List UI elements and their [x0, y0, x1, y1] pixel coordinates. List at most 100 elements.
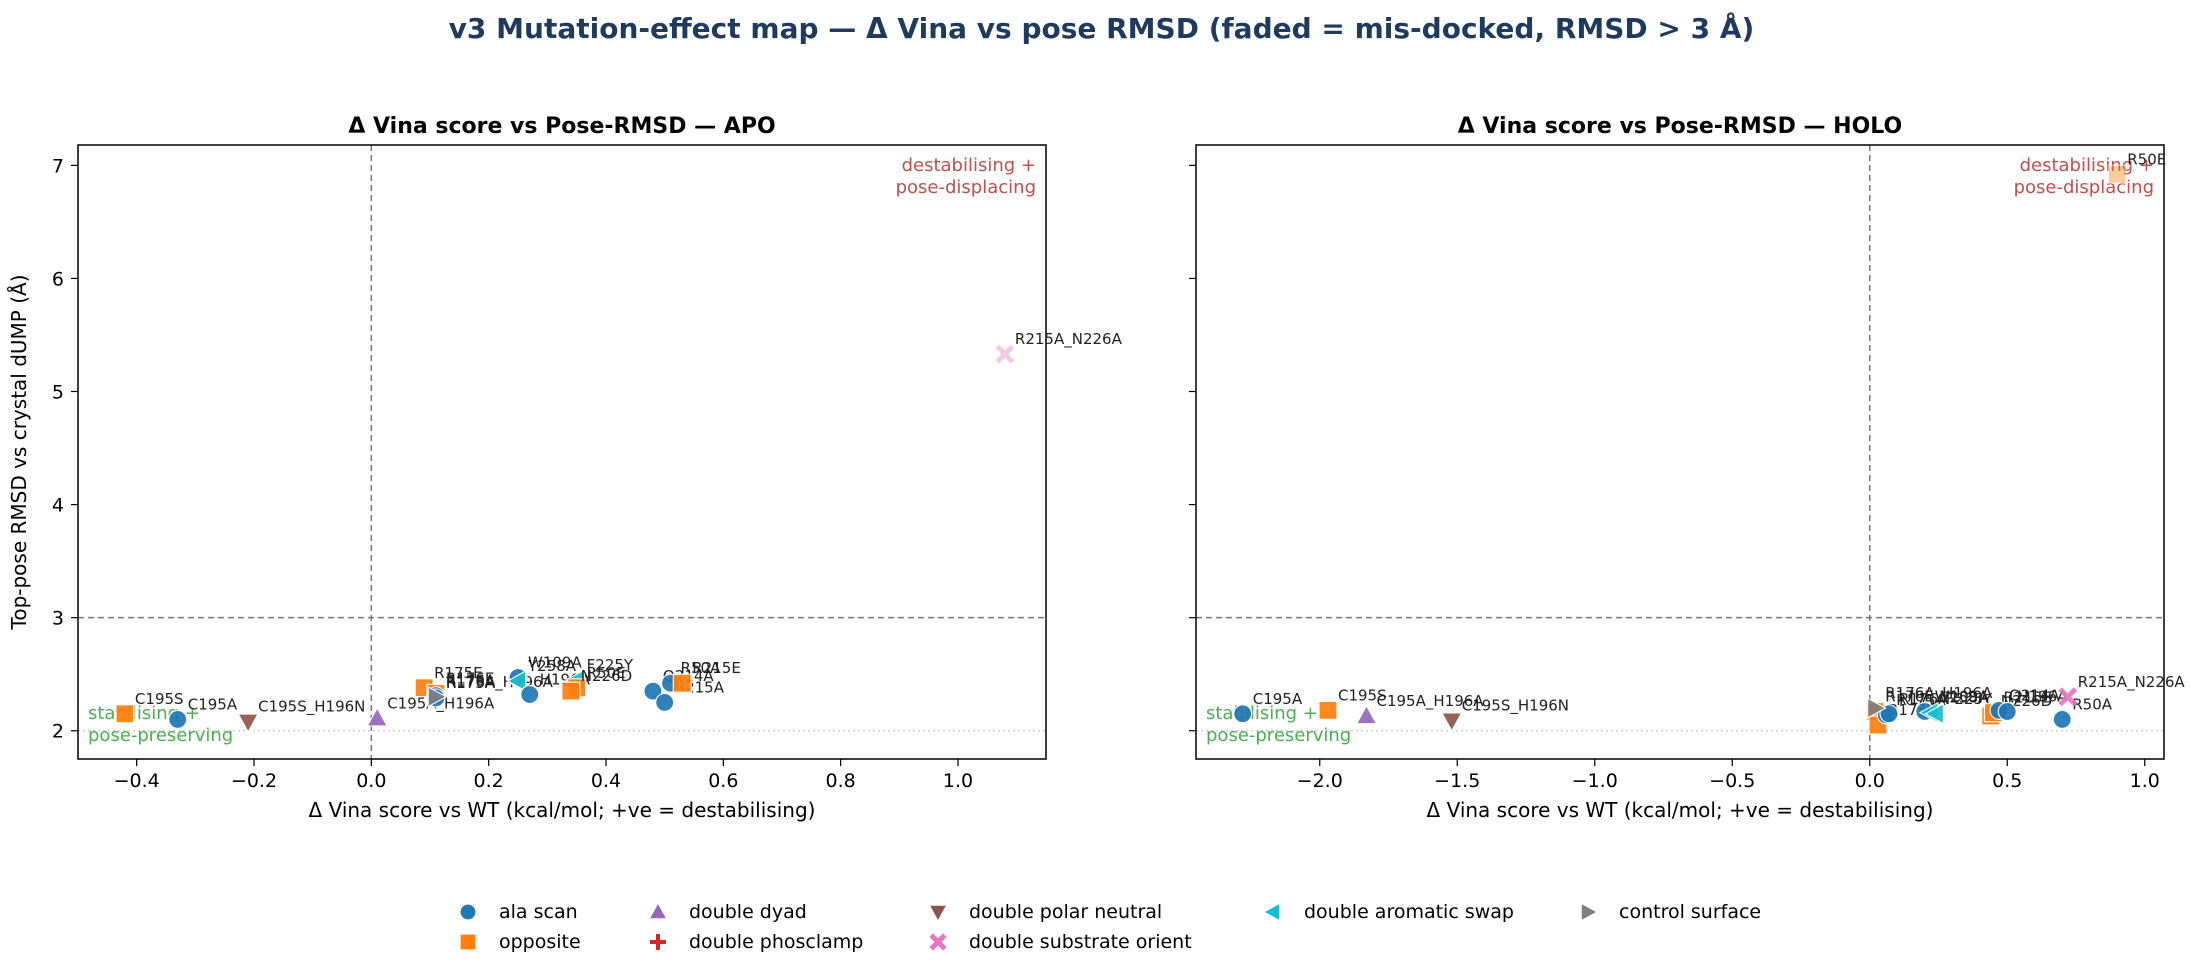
point-label: H196A — [2017, 688, 2068, 706]
point-label: R50A — [2072, 695, 2113, 713]
point-label: C195S_H196N — [258, 698, 365, 717]
point-label: R215A_N226A — [2078, 673, 2186, 692]
data-point — [506, 670, 527, 692]
point-label: Q214A — [2009, 686, 2060, 704]
x-tick-label: −2.0 — [1297, 770, 1343, 792]
legend-marker — [648, 901, 668, 920]
stabilising-annotation: stabilising + pose-preserving — [1206, 703, 1351, 746]
legend-marker — [459, 933, 477, 951]
legend-item: double substrate orient — [925, 928, 1192, 956]
legend-marker — [1262, 902, 1281, 922]
figure-title: v3 Mutation-effect map — Δ Vina vs pose … — [448, 12, 1755, 45]
y-tick-label: 6 — [52, 268, 64, 290]
point-label: R215A_N226A — [1015, 330, 1123, 349]
x-tick-label: −1.5 — [1434, 770, 1480, 792]
x-tick-label: 0.8 — [826, 770, 856, 792]
chart-legend: ala scan double dyad double polar neutral d… — [455, 898, 1855, 962]
point-label: W109A — [1935, 688, 1989, 706]
legend-label: double dyad — [689, 901, 807, 923]
point-label: Y258A — [1939, 689, 1989, 707]
data-point — [2058, 687, 2078, 707]
x-tick-label: −0.4 — [114, 770, 160, 792]
legend-item: double polar neutral — [925, 898, 1162, 926]
point-label: N226D — [581, 667, 632, 685]
legend-item: double aromatic swap — [1260, 898, 1514, 926]
data-point — [1233, 704, 1253, 724]
panel-title: Δ Vina score vs Pose-RMSD — APO — [348, 114, 775, 139]
legend-label: double aromatic swap — [1304, 901, 1514, 923]
point-label: F225Y — [587, 656, 634, 674]
legend-marker — [650, 934, 666, 950]
legend-item: double phosclamp — [645, 928, 863, 956]
point-label: F225Y — [1946, 690, 1993, 708]
data-point — [655, 692, 675, 713]
panel-title: Δ Vina score vs Pose-RMSD — HOLO — [1458, 114, 1903, 139]
legend-marker — [459, 903, 477, 921]
point-label: Y258A — [527, 657, 577, 675]
point-label: C195A_H196A — [1377, 692, 1485, 711]
y-tick-label: 5 — [52, 382, 64, 404]
x-axis-label: Δ Vina score vs WT (kcal/mol; +ve = dest… — [1427, 798, 1934, 822]
point-label: R50E — [587, 664, 626, 682]
legend-item: ala scan — [455, 898, 578, 926]
point-label: R50E — [2127, 150, 2166, 168]
data-point — [561, 681, 581, 701]
chart-panel-apo: Δ Vina score vs Pose-RMSD — APO −0.4 −0.2 0… — [7, 114, 1123, 822]
legend-marker-shape — [1262, 902, 1281, 922]
data-point — [2052, 709, 2072, 730]
x-axis-label: Δ Vina score vs WT (kcal/mol; +ve = dest… — [309, 798, 816, 822]
x-tick-label: −1.0 — [1572, 770, 1618, 792]
legend-item: opposite — [455, 928, 581, 956]
data-point — [672, 673, 692, 693]
x-tick-label: 0.5 — [1992, 770, 2022, 792]
point-label: R215E — [2004, 689, 2053, 707]
point-label: R176E — [446, 669, 495, 687]
point-label: R215E — [692, 659, 741, 677]
legend-label: double substrate orient — [969, 931, 1192, 953]
y-tick-label: 2 — [52, 721, 64, 743]
point-label: R176A_H196A — [1885, 684, 1993, 703]
x-tick-label: −0.2 — [231, 770, 277, 792]
data-point — [1318, 700, 1338, 720]
legend-label: ala scan — [499, 901, 578, 923]
data-point — [237, 713, 260, 734]
data-point — [520, 684, 540, 705]
y-tick-label: 4 — [52, 495, 64, 517]
legend-marker — [929, 933, 947, 951]
data-point — [366, 706, 389, 727]
x-tick-label: 0.0 — [356, 770, 386, 792]
data-point — [1866, 697, 1887, 720]
point-label: R175A — [446, 674, 496, 692]
data-point — [995, 344, 1015, 364]
legend-item: double dyad — [645, 898, 807, 926]
data-point — [643, 681, 663, 701]
point-label: C195S — [135, 690, 184, 708]
legend-label: double phosclamp — [689, 931, 864, 953]
legend-marker-shape — [459, 903, 477, 921]
legend-marker-shape — [1580, 902, 1599, 922]
y-axis-label: Top-pose RMSD vs crystal dUMP (Å) — [7, 275, 31, 631]
x-tick-label: 0.4 — [591, 770, 621, 792]
point-label: R176E — [1885, 688, 1934, 706]
chart-panel-holo: Δ Vina score vs Pose-RMSD — HOLO −2.0 −1.5… — [1189, 114, 2185, 822]
legend-marker-shape — [928, 904, 948, 923]
data-point — [2107, 164, 2127, 184]
x-tick-label: 0.6 — [708, 770, 738, 792]
legend-marker-shape — [459, 933, 477, 951]
x-tick-label: 1.0 — [943, 770, 973, 792]
data-point — [1440, 712, 1463, 733]
x-tick-label: 0.0 — [1855, 770, 1885, 792]
legend-marker-shape — [648, 901, 668, 920]
point-label: R176A — [446, 672, 496, 690]
data-point — [1924, 702, 1945, 725]
data-point — [115, 704, 135, 724]
point-label: R175E — [434, 664, 483, 682]
data-point — [168, 709, 188, 730]
plot-frame — [77, 144, 1047, 760]
legend-label: opposite — [499, 931, 581, 953]
y-tick-label: 7 — [52, 155, 64, 177]
data-point — [427, 685, 448, 708]
legend-marker — [1580, 902, 1599, 922]
legend-marker-shape — [929, 933, 947, 951]
